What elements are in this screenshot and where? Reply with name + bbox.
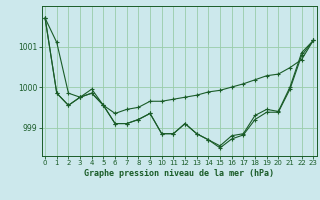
X-axis label: Graphe pression niveau de la mer (hPa): Graphe pression niveau de la mer (hPa): [84, 169, 274, 178]
